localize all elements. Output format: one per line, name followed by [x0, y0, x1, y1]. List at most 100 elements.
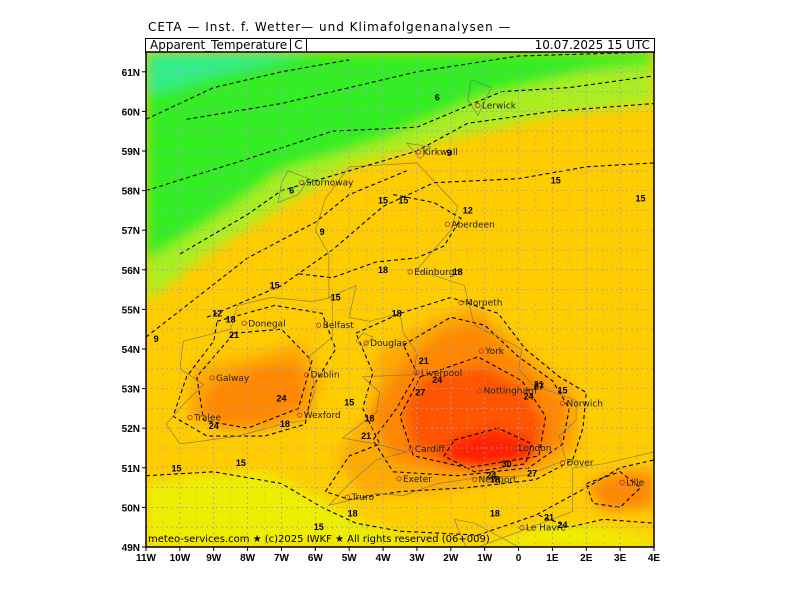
contour-label: 27 [415, 388, 425, 398]
contour-label: 15 [551, 176, 561, 186]
city-marker [396, 476, 402, 482]
city-markers: Lerwick Kirkwall Stornoway Aberdeen Edinburg… [187, 101, 645, 534]
contour-line-11 [443, 427, 533, 473]
contour-label: 15 [344, 397, 354, 407]
contour-labels: 6 6 9 9 9 12 12 15 15 15 15 15 15 15 15 15 15 15 18 18 18 18 1… [154, 93, 646, 533]
lon-tick-label: 4E [648, 553, 661, 564]
contour-label: 21 [229, 330, 239, 340]
city-label: Liverpool [421, 369, 462, 379]
contour-line-4 [206, 162, 654, 318]
contour-label: 6 [435, 93, 440, 103]
contour-label: 24 [558, 520, 568, 530]
axis-ticks: 11W 10W 9W 8W 7W 6W 5W 4W 3W 2W 1W 0 1E 2E 3E 4E 49N 50N 5… [122, 68, 661, 564]
contour-label: 6 [289, 186, 294, 196]
contour-label: 18 [453, 267, 463, 277]
lat-tick-label: 55N [122, 305, 140, 316]
contour-line-7 [196, 328, 313, 429]
coastline-4 [405, 142, 432, 160]
temp-band-3 [146, 52, 316, 96]
contour-line-3 [146, 170, 408, 338]
lon-tick-label: 1W [477, 553, 493, 564]
contour-label: 18 [226, 314, 236, 324]
page-header: CETA — Inst. f. Wetter— und Klimafolgena… [148, 20, 512, 34]
lat-tick-label: 53N [122, 385, 140, 396]
city-label: Lille [626, 478, 645, 488]
city-label: Kirkwall [423, 148, 458, 158]
city-marker [297, 412, 303, 418]
contour-line-10 [399, 356, 547, 469]
lon-tick-label: 7W [274, 553, 290, 564]
lon-tick-label: 10W [170, 553, 191, 564]
lat-tick-label: 57N [122, 226, 140, 237]
city-label: Exeter [403, 475, 432, 485]
parameter-label: Apparent_Temperature C [150, 38, 307, 52]
valid-time: 10.07.2025 15 UTC [534, 38, 650, 52]
lon-tick-label: 2E [580, 553, 593, 564]
lon-tick-label: 3E [614, 553, 627, 564]
lon-tick-label: 3W [409, 553, 425, 564]
coastlines [165, 79, 654, 547]
city-marker [363, 340, 369, 346]
contour-line-15 [186, 52, 654, 120]
city-marker [415, 149, 422, 155]
city-label: London [518, 444, 551, 454]
city-label: Aberdeen [451, 220, 494, 230]
lon-tick-label: 8W [240, 553, 256, 564]
contour-label: 18 [392, 308, 402, 318]
city-label: Galway [216, 374, 250, 384]
coastline-0 [314, 162, 577, 507]
contour-label: 9 [320, 227, 325, 237]
contour-line-6 [172, 304, 337, 437]
contour-label: 18 [348, 508, 358, 518]
city-label: Belfast [323, 321, 355, 331]
lon-tick-label: 6W [308, 553, 324, 564]
contour-label: 24 [486, 471, 496, 481]
city-marker [187, 414, 193, 421]
contour-line-13 [585, 471, 642, 508]
coastline-5 [355, 332, 374, 348]
city-label: Edinburgh [414, 268, 460, 278]
city-marker [471, 477, 478, 483]
contour-label: 24 [209, 421, 219, 431]
city-label: Donegal [248, 319, 285, 329]
contour-label: 30 [502, 459, 512, 469]
contour-label: 12 [212, 308, 222, 318]
lat-tick-label: 59N [122, 147, 140, 158]
lat-tick-label: 51N [122, 464, 140, 475]
city-marker [519, 524, 525, 531]
contour-label: 18 [378, 265, 388, 275]
contour-label: 15 [331, 293, 341, 303]
city-marker [475, 102, 481, 109]
contour-label: 15 [398, 196, 408, 206]
contour-label: 15 [635, 194, 645, 204]
contour-label: 24 [432, 375, 442, 385]
contour-label: 9 [447, 148, 452, 158]
lon-tick-label: 11W [136, 553, 157, 564]
city-marker [414, 370, 420, 376]
contour-label: 15 [236, 458, 246, 468]
temp-band-4 [146, 471, 654, 547]
city-label: Tralee [193, 414, 221, 424]
unit-box: C [290, 39, 307, 52]
city-marker [559, 400, 566, 406]
city-label: Truro [351, 493, 375, 503]
lat-tick-label: 58N [122, 187, 140, 198]
city-marker [408, 446, 414, 452]
contour-label: 9 [154, 334, 159, 344]
coastline-3 [467, 79, 492, 117]
lon-tick-label: 1E [546, 553, 559, 564]
contour-label: 24 [524, 392, 534, 402]
coastline-1 [165, 297, 333, 445]
lat-tick-label: 49N [122, 543, 140, 554]
contour-label: 21 [419, 356, 429, 366]
city-label: Norwich [567, 399, 603, 409]
city-label: Douglas [370, 339, 407, 349]
lat-tick-label: 54N [122, 345, 140, 356]
contour-label: 12 [463, 205, 473, 215]
city-marker [407, 269, 413, 275]
coastline-6 [453, 451, 654, 547]
city-marker [478, 348, 484, 354]
contour-label: 18 [490, 475, 500, 485]
lon-tick-label: 9W [206, 553, 222, 564]
lat-tick-label: 52N [122, 424, 140, 435]
